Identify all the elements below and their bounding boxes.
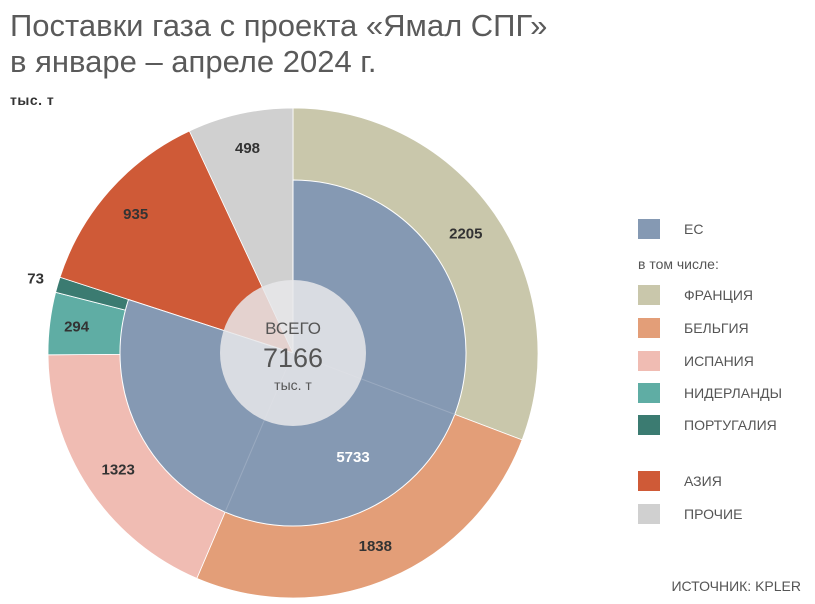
- legend-label-asia: АЗИЯ: [684, 473, 722, 489]
- value-label-spain: 1323: [102, 461, 135, 478]
- legend-swatch-portugal: [638, 415, 660, 435]
- center-label-bottom: тыс. т: [274, 377, 312, 393]
- legend-label-eu: ЕС: [684, 221, 704, 237]
- legend-swatch-other: [638, 504, 660, 524]
- legend-label-other: ПРОЧИЕ: [684, 506, 743, 522]
- legend-label-france: ФРАНЦИЯ: [684, 287, 754, 303]
- legend-item-asia: АЗИЯ: [638, 470, 722, 492]
- legend-swatch-eu: [638, 219, 660, 239]
- legend-swatch-asia: [638, 471, 660, 491]
- source-note: ИСТОЧНИК: KPLER: [671, 578, 801, 594]
- legend-swatch-france: [638, 285, 660, 305]
- legend-item-portugal: ПОРТУГАЛИЯ: [638, 414, 777, 436]
- legend-item-netherlands: НИДЕРЛАНДЫ: [638, 382, 782, 404]
- center-total-value: 7166: [263, 343, 323, 373]
- legend-item-france: ФРАНЦИЯ: [638, 284, 753, 306]
- legend-swatch-spain: [638, 351, 660, 371]
- value-label-portugal: 73: [27, 270, 44, 287]
- value-label-belgium: 1838: [359, 538, 392, 555]
- legend-item-spain: ИСПАНИЯ: [638, 350, 754, 372]
- chart-title-line1: Поставки газа с проекта «Ямал СПГ»: [10, 8, 548, 43]
- slice-asia: [59, 130, 294, 354]
- center-disc: [220, 280, 366, 426]
- value-label-eu: 5733: [336, 449, 369, 466]
- unit-label: тыс. т: [10, 92, 55, 108]
- value-label-netherlands: 294: [64, 319, 90, 336]
- value-label-asia: 935: [123, 206, 148, 223]
- legend-swatch-belgium: [638, 318, 660, 338]
- legend-item-belgium: БЕЛЬГИЯ: [638, 317, 749, 339]
- center-label-top: ВСЕГО: [265, 319, 321, 338]
- legend-swatch-netherlands: [638, 383, 660, 403]
- value-labels: 2205 1838 1323 294 73 935 498 5733: [27, 140, 482, 555]
- legend-label-netherlands: НИДЕРЛАНДЫ: [684, 385, 783, 401]
- chart-title-line2: в январе – апреле 2024 г.: [10, 44, 377, 79]
- value-label-france: 2205: [449, 226, 482, 243]
- value-label-other: 498: [235, 140, 260, 157]
- legend-item-other: ПРОЧИЕ: [638, 503, 742, 525]
- legend-label-portugal: ПОРТУГАЛИЯ: [684, 417, 777, 433]
- legend-label-spain: ИСПАНИЯ: [684, 353, 754, 369]
- chart-title: Поставки газа с проекта «Ямал СПГ» в янв…: [10, 8, 547, 80]
- legend-label-belgium: БЕЛЬГИЯ: [684, 320, 749, 336]
- legend-item-eu: ЕС: [638, 218, 703, 240]
- legend-subheading: в том числе:: [638, 256, 719, 272]
